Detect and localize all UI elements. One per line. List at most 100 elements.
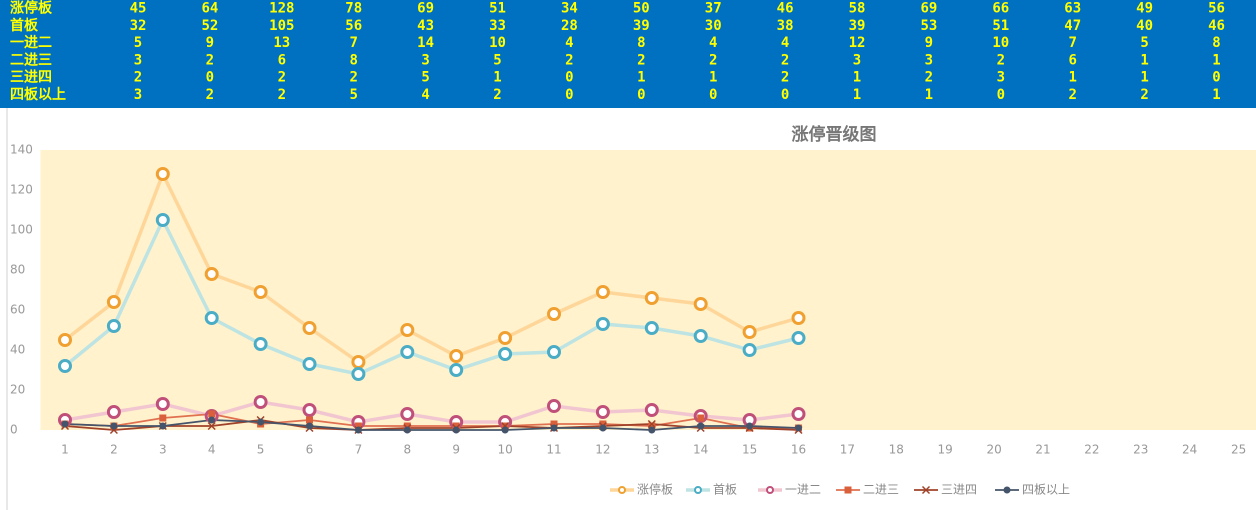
cell: 9 (206, 35, 214, 51)
marker (595, 285, 610, 299)
marker (550, 424, 558, 432)
cell: 10 (992, 35, 1009, 51)
marker (58, 333, 72, 347)
cell: 0 (709, 87, 717, 103)
cell: 2 (925, 70, 933, 86)
cell: 39 (849, 18, 866, 34)
row-label: 二进三 (10, 52, 52, 68)
cell: 0 (1212, 70, 1220, 86)
cell: 105 (269, 18, 294, 34)
marker (302, 357, 317, 371)
cell: 2 (565, 52, 573, 68)
plot-area (40, 150, 1256, 430)
y-tick-label: 60 (10, 303, 25, 317)
y-tick-label: 40 (10, 343, 25, 357)
cell: 1 (925, 87, 933, 103)
legend-label: 二进三 (863, 483, 899, 497)
y-tick-label: 100 (10, 223, 33, 237)
y-tick-label: 20 (10, 383, 25, 397)
cell: 10 (489, 35, 506, 51)
cell: 63 (1064, 1, 1081, 17)
marker (921, 485, 931, 495)
marker (644, 403, 659, 417)
marker (155, 167, 170, 181)
marker (452, 422, 460, 430)
marker (697, 422, 705, 430)
row-label: 三进四 (10, 70, 52, 86)
x-tick-label: 17 (840, 443, 855, 457)
cell: 2 (349, 70, 357, 86)
marker (501, 426, 509, 434)
y-tick-label: 80 (10, 263, 25, 277)
y-tick-label: 120 (10, 183, 33, 197)
marker (354, 422, 362, 430)
x-tick-label: 5 (257, 443, 265, 457)
cell: 2 (637, 52, 645, 68)
cell: 0 (565, 70, 573, 86)
cell: 2 (278, 87, 286, 103)
legend-label: 一进二 (785, 483, 821, 497)
marker (106, 405, 121, 419)
marker (547, 399, 561, 413)
cell: 43 (417, 18, 434, 34)
marker (302, 403, 317, 417)
marker (354, 426, 362, 434)
marker (155, 213, 170, 227)
marker (599, 420, 607, 428)
marker (449, 349, 464, 363)
marker (155, 397, 170, 411)
marker (351, 367, 366, 381)
series-line (64, 419, 799, 431)
marker (208, 416, 216, 424)
marker (207, 421, 216, 431)
marker (795, 424, 802, 432)
marker (697, 414, 705, 422)
marker (550, 420, 558, 428)
cell: 3 (134, 87, 142, 103)
marker (403, 426, 411, 434)
x-tick-label: 3 (159, 443, 167, 457)
cell: 46 (777, 1, 794, 17)
cell: 1 (1140, 70, 1148, 86)
marker (547, 307, 561, 321)
legend-label: 三进四 (941, 483, 977, 497)
cell: 3 (134, 52, 142, 68)
cell: 50 (633, 1, 650, 17)
cell: 2 (278, 70, 286, 86)
cell: 69 (417, 1, 434, 17)
marker (61, 420, 69, 428)
cell: 0 (781, 87, 789, 103)
y-tick-label: 0 (10, 423, 18, 437)
x-tick-label: 9 (452, 443, 460, 457)
cell: 5 (349, 87, 357, 103)
marker (306, 416, 313, 424)
cell: 7 (349, 35, 357, 51)
cell: 6 (1068, 52, 1076, 68)
marker (58, 359, 72, 373)
cell: 14 (417, 35, 434, 51)
x-tick-label: 14 (693, 443, 708, 457)
cell: 38 (777, 18, 794, 34)
marker (204, 311, 219, 325)
cell: 33 (489, 18, 506, 34)
marker (159, 422, 167, 430)
marker (400, 407, 415, 421)
marker (110, 422, 118, 430)
cell: 2 (1140, 87, 1148, 103)
cell: 4 (565, 35, 573, 51)
x-tick-label: 4 (208, 443, 216, 457)
marker (106, 295, 121, 309)
cell: 5 (134, 35, 142, 51)
x-tick-label: 25 (1231, 443, 1246, 457)
series-line (63, 169, 799, 365)
marker (595, 317, 610, 331)
legend-label: 涨停板 (637, 482, 673, 497)
legend-label: 首板 (713, 483, 737, 497)
cell: 4 (421, 87, 429, 103)
cell: 4 (781, 35, 789, 51)
x-tick-label: 6 (306, 443, 314, 457)
marker (618, 486, 626, 494)
cell: 5 (493, 52, 501, 68)
